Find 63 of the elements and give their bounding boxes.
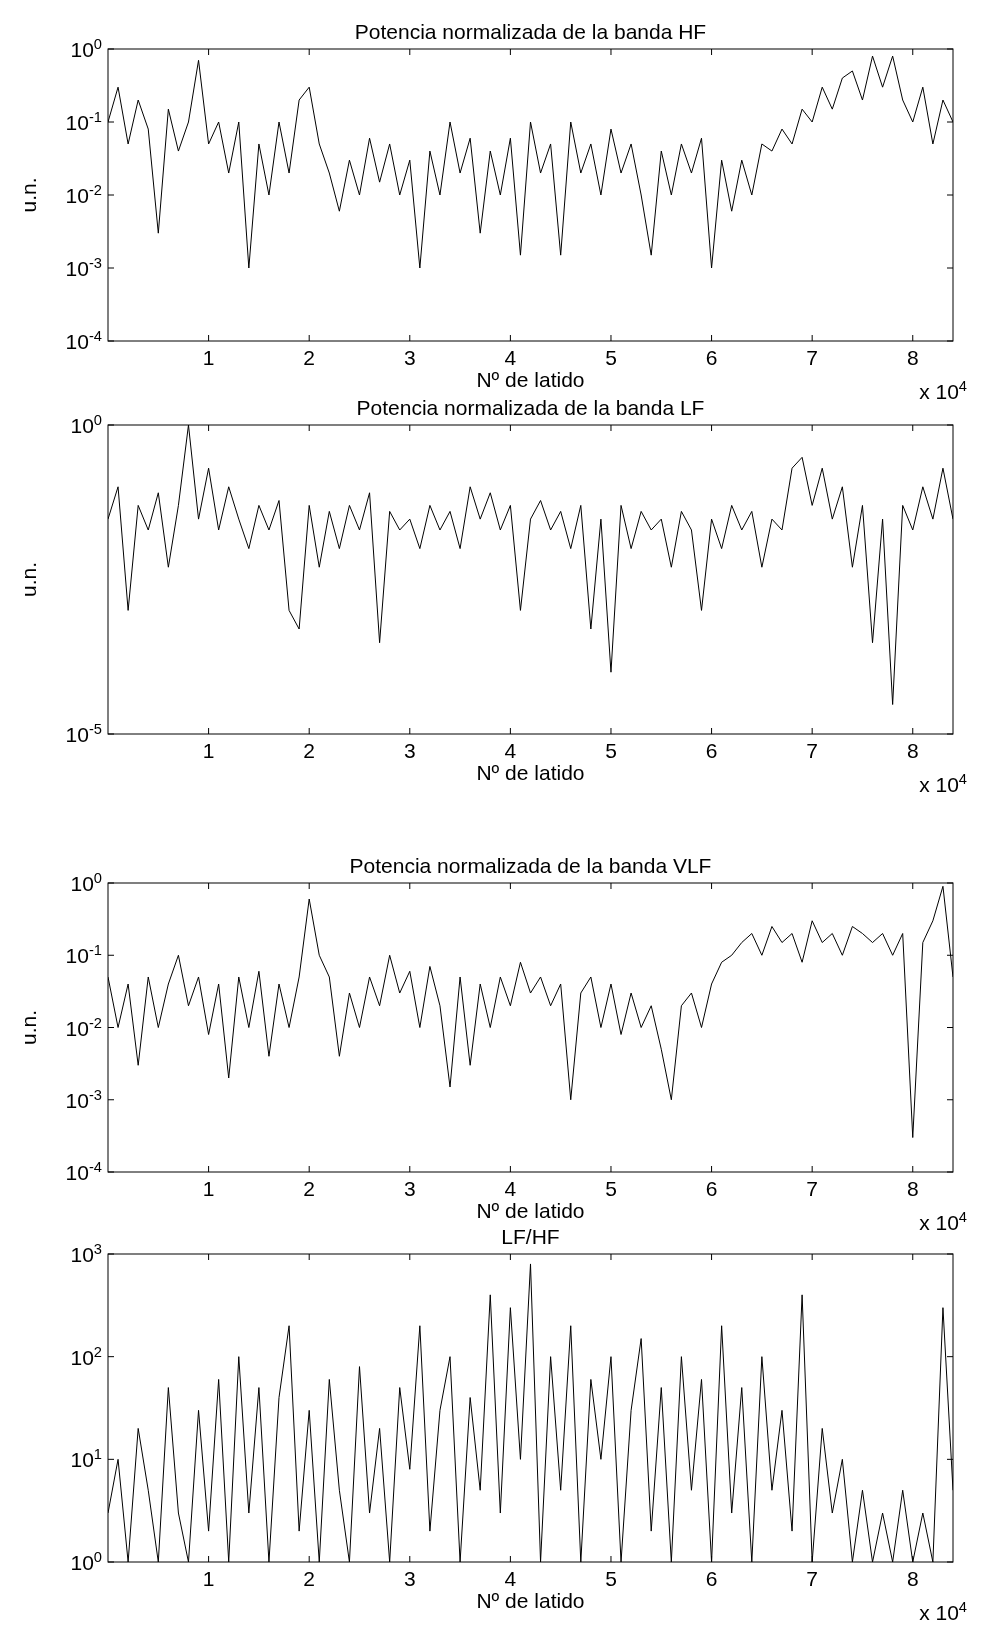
y-tick-label: 10$^{0}$ (70, 1549, 102, 1574)
x-tick-label: 2 (303, 739, 316, 762)
x-tick-label: 1 (202, 346, 215, 369)
x-tick-label: 1 (202, 1177, 215, 1200)
x-axis-title: Nº de latido (476, 761, 585, 784)
x-tick-label: 5 (605, 739, 617, 762)
x-axis-title: Nº de latido (476, 1199, 585, 1222)
x-tick-label: 2 (303, 1567, 316, 1590)
x-tick-label: 2 (303, 1177, 316, 1200)
y-tick-label: 10$^{1}$ (70, 1446, 102, 1472)
y-tick-label: 10$^{0}$ (70, 412, 102, 437)
text: x 10$^{4}$ (919, 1599, 967, 1624)
text: x 10$^{4}$ (919, 378, 967, 403)
x-tick-label: 3 (403, 1177, 416, 1200)
y-tick-label: 10$^{-3}$ (65, 255, 102, 280)
y-tick-label: 10$^{-2}$ (65, 182, 102, 207)
x-tick-label: 7 (806, 739, 819, 762)
x-tick-label: 2 (303, 346, 316, 369)
x-tick-label: 8 (906, 346, 919, 369)
x-tick-label: 6 (705, 346, 718, 369)
x-tick-label: 7 (806, 1177, 819, 1200)
y-tick-label: 10$^{-1}$ (65, 109, 102, 134)
y-tick-label: 10$^{-3}$ (65, 1086, 102, 1112)
chart-title: LF/HF (501, 1225, 560, 1248)
y-tick-label: 10$^{-4}$ (65, 1159, 102, 1184)
y-tick-label: 10$^{0}$ (70, 36, 102, 61)
x-tick-label: 4 (504, 739, 517, 762)
y-tick-label: 10$^{-5}$ (65, 721, 102, 746)
x-tick-label: 6 (705, 1567, 718, 1590)
y-tick-label: 10$^{-2}$ (65, 1014, 102, 1040)
y-tick-label: 10$^{-1}$ (65, 942, 102, 968)
x-tick-label: 3 (403, 346, 416, 369)
x-tick-label: 8 (906, 739, 919, 762)
x-tick-label: 3 (403, 1567, 416, 1590)
text: x 10$^{4}$ (919, 1209, 967, 1234)
x-tick-label: 5 (605, 1567, 617, 1590)
y-tick-label: 10$^{2}$ (70, 1343, 102, 1369)
x-tick-label: 4 (504, 1177, 517, 1200)
y-axis-title: u.n. (17, 1009, 40, 1046)
x-tick-label: 4 (504, 346, 517, 369)
x-tick-label: 8 (906, 1567, 919, 1590)
x-tick-label: 1 (202, 739, 215, 762)
x-axis-title: Nº de latido (476, 1589, 585, 1612)
x-tick-label: 4 (504, 1567, 517, 1590)
y-tick-label: 10$^{-4}$ (65, 328, 102, 353)
chart-title: Potencia normalizada de la banda VLF (349, 854, 712, 877)
x-tick-label: 7 (806, 346, 819, 369)
x-tick-label: 3 (403, 739, 416, 762)
chart-title: Potencia normalizada de la banda LF (356, 396, 705, 419)
y-axis-title: u.n. (17, 561, 40, 598)
x-tick-label: 6 (705, 739, 718, 762)
chart-title: Potencia normalizada de la banda HF (354, 20, 707, 43)
y-tick-label: 10$^{3}$ (70, 1241, 102, 1266)
x-tick-label: 8 (906, 1177, 919, 1200)
x-tick-label: 7 (806, 1567, 819, 1590)
x-tick-label: 6 (705, 1177, 718, 1200)
x-tick-label: 5 (605, 346, 617, 369)
x-tick-label: 1 (202, 1567, 215, 1590)
y-tick-label: 10$^{0}$ (70, 870, 102, 895)
y-axis-title: u.n. (17, 177, 40, 213)
text: x 10$^{4}$ (919, 771, 967, 796)
x-axis-title: Nº de latido (476, 368, 585, 391)
x-tick-label: 5 (605, 1177, 617, 1200)
